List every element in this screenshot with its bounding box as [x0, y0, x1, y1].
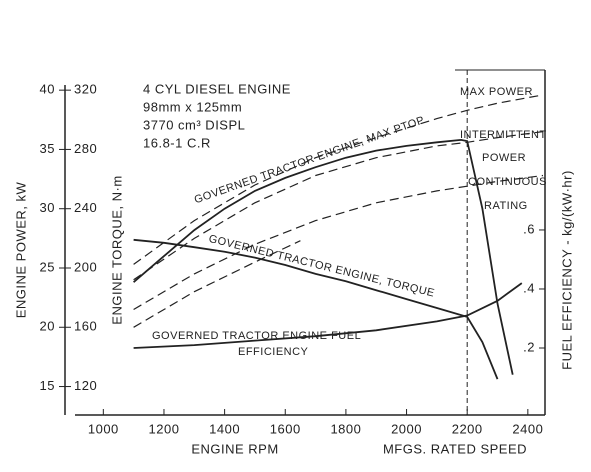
curve-label: INTERMITTENT	[460, 129, 547, 141]
title-line: 16.8-1 C.R	[143, 135, 211, 150]
x-axis-label: ENGINE RPM	[191, 441, 278, 456]
y-tick-label: 20	[40, 319, 55, 334]
series-line	[133, 131, 544, 281]
y2-tick-label: 120	[74, 378, 97, 393]
y2-tick-label: 240	[74, 200, 97, 215]
y3-tick-label: .6	[523, 221, 535, 236]
curve-label: CONTINUOUS	[468, 176, 547, 188]
y2-tick-label: 280	[74, 141, 97, 156]
curve-label: GOVERNED TRACTOR ENGINE FUEL	[152, 330, 361, 342]
curve-label: POWER	[482, 152, 526, 164]
x-tick-label: 2400	[512, 421, 543, 436]
series-line	[133, 138, 514, 375]
y2-tick-label: 200	[74, 259, 97, 274]
y3-tick-label: .4	[523, 280, 535, 295]
y2-axis-label: ENGINE TORQUE, N·m	[109, 175, 124, 324]
y-tick-label: 35	[40, 141, 55, 156]
x-tick-label: 2000	[391, 421, 422, 436]
series-line	[133, 282, 523, 349]
curve-label: MAX POWER	[460, 86, 533, 98]
y-tick-label: 15	[40, 378, 55, 393]
title-line: 98mm x 125mm	[143, 99, 242, 114]
x-tick-label: 2200	[452, 421, 483, 436]
curve-label: RATING	[484, 200, 528, 212]
series-line	[133, 240, 301, 328]
series-line	[133, 238, 499, 380]
y2-tick-label: 160	[74, 319, 97, 334]
title-line: 3770 cm³ DISPL	[143, 117, 245, 132]
x-tick-label: 1800	[330, 421, 361, 436]
series-line	[133, 94, 544, 265]
y3-axis-label: FUEL EFFICIENCY - kg/(kW·hr)	[559, 170, 574, 370]
y-tick-label: 25	[40, 259, 55, 274]
x-note: MFGS. RATED SPEED	[383, 441, 527, 456]
title-block: 4 CYL DIESEL ENGINE 98mm x 125mm 3770 cm³ …	[143, 81, 291, 150]
y2-tick-label: 320	[74, 82, 97, 97]
series-line	[133, 174, 544, 311]
title-line: 4 CYL DIESEL ENGINE	[143, 81, 291, 96]
x-tick-label: 1200	[149, 421, 180, 436]
y-tick-label: 30	[40, 200, 55, 215]
x-tick-label: 1600	[270, 421, 301, 436]
y-axis-label: ENGINE POWER, kW	[13, 181, 28, 318]
y-tick-label: 40	[40, 82, 55, 97]
x-tick-label: 1400	[209, 421, 240, 436]
y3-tick-label: .2	[523, 339, 535, 354]
curve-label: EFFICIENCY	[238, 346, 309, 358]
x-tick-label: 1000	[88, 421, 119, 436]
